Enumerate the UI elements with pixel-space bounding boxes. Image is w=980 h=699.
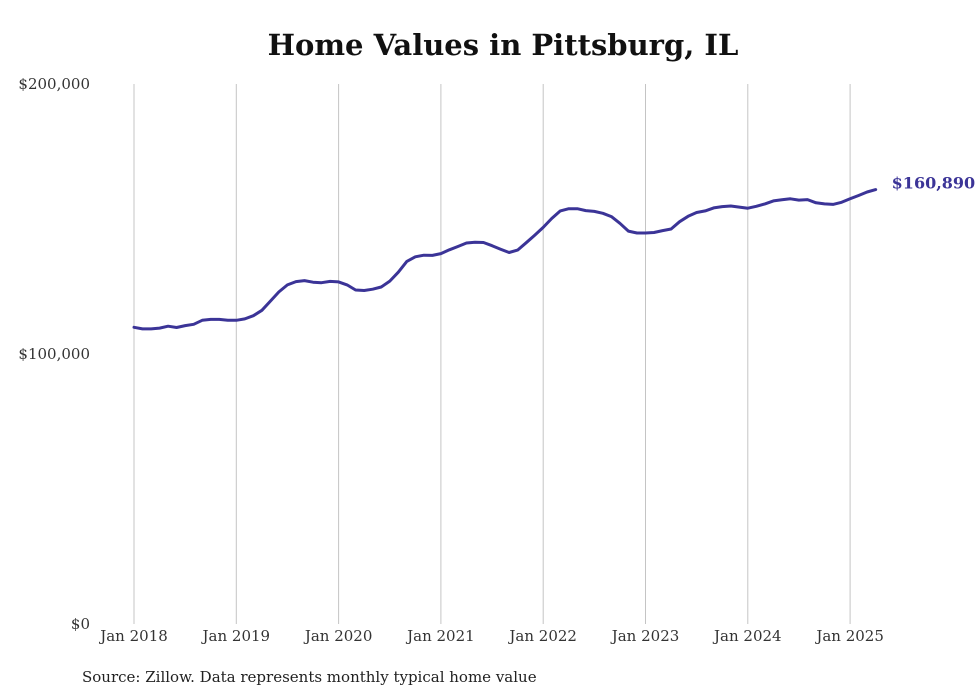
- home-value-line: [132, 188, 878, 331]
- x-tick-label: Jan 2022: [507, 627, 577, 645]
- source-note: Source: Zillow. Data represents monthly …: [82, 668, 537, 686]
- x-tick-label: Jan 2021: [405, 627, 475, 645]
- x-tick-label: Jan 2024: [712, 627, 782, 645]
- gridlines: [133, 84, 851, 624]
- y-axis-ticks: $0 $100,000 $200,000: [18, 75, 90, 633]
- x-tick-label: Jan 2020: [303, 627, 373, 645]
- y-tick-label: $200,000: [18, 75, 90, 93]
- x-axis-ticks: Jan 2018 Jan 2019 Jan 2020 Jan 2021 Jan 2022…: [98, 627, 884, 645]
- x-tick-label: Jan 2025: [814, 627, 884, 645]
- x-tick-label: Jan 2019: [201, 627, 271, 645]
- y-tick-label: $100,000: [18, 345, 90, 363]
- y-tick-label: $0: [71, 615, 90, 633]
- x-tick-label: Jan 2023: [610, 627, 680, 645]
- series-layer: $160,890: [132, 174, 976, 331]
- chart-title: Home Values in Pittsburg, IL: [267, 28, 739, 62]
- end-value-label: $160,890: [892, 174, 976, 193]
- x-tick-label: Jan 2018: [98, 627, 168, 645]
